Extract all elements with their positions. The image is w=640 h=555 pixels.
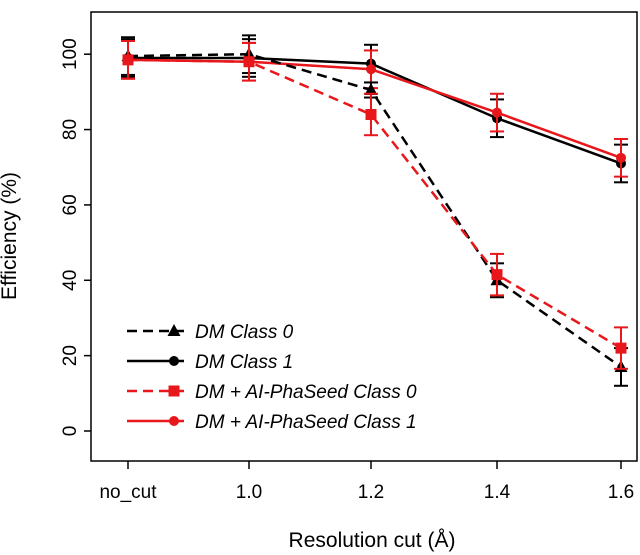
- data-point: [615, 342, 627, 354]
- legend: DM Class 0 DM Class 1 DM + AI-PhaSeed Clas…: [127, 322, 417, 433]
- y-tick-label: 40: [60, 270, 81, 291]
- data-point: [616, 152, 626, 163]
- y-axis-title: Efficiency (%): [0, 172, 21, 300]
- data-point: [122, 54, 134, 66]
- legend-item: DM + AI-PhaSeed Class 0: [127, 382, 417, 403]
- legend-label: DM Class 1: [195, 352, 293, 373]
- legend-marker: [169, 356, 179, 366]
- x-axis: no_cut 1.0 1.2 1.4 1.6: [99, 461, 634, 503]
- data-point: [492, 107, 502, 118]
- x-tick-label: no_cut: [99, 482, 157, 503]
- legend-label: DM + AI-PhaSeed Class 1: [195, 412, 417, 433]
- legend-item: DM Class 0: [127, 322, 294, 343]
- x-axis-title: Resolution cut (Å): [289, 529, 456, 552]
- legend-label: DM Class 0: [195, 322, 294, 343]
- y-tick-label: 100: [60, 38, 81, 70]
- legend-marker: [167, 324, 181, 336]
- data-point: [243, 56, 255, 68]
- data-point: [491, 269, 503, 281]
- legend-item: DM + AI-PhaSeed Class 1: [127, 412, 417, 433]
- y-axis: 0 20 40 60 80 100: [60, 38, 91, 436]
- data-point: [366, 64, 376, 75]
- x-tick-label: 1.4: [484, 482, 511, 503]
- series-layer: [121, 34, 628, 387]
- series-line: [127, 58, 622, 159]
- series-2: [121, 40, 628, 370]
- y-tick-label: 0: [60, 426, 81, 437]
- data-point: [365, 108, 377, 120]
- x-tick-label: 1.6: [608, 482, 634, 503]
- y-tick-label: 60: [60, 194, 81, 215]
- x-tick-label: 1.0: [236, 482, 262, 503]
- y-tick-label: 80: [60, 119, 81, 140]
- series-line: [127, 58, 622, 350]
- legend-item: DM Class 1: [127, 352, 293, 373]
- data-point: [364, 82, 378, 95]
- legend-marker: [169, 416, 179, 426]
- x-tick-label: 1.2: [358, 482, 384, 503]
- series-line: [127, 52, 622, 368]
- y-tick-label: 20: [60, 345, 81, 366]
- legend-label: DM + AI-PhaSeed Class 0: [195, 382, 417, 403]
- legend-marker: [168, 385, 180, 397]
- plot-frame: [90, 11, 638, 462]
